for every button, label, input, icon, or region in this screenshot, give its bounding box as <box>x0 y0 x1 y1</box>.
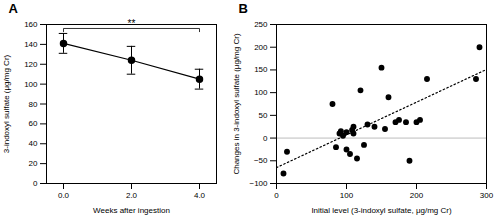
svg-text:0: 0 <box>33 179 38 188</box>
svg-text:200: 200 <box>254 43 268 52</box>
svg-text:200: 200 <box>410 191 424 200</box>
svg-text:3-indoxyl sulfate (μg/mg Cr): 3-indoxyl sulfate (μg/mg Cr) <box>2 54 11 153</box>
svg-text:50: 50 <box>259 111 268 120</box>
svg-text:250: 250 <box>254 20 268 29</box>
svg-text:4.0: 4.0 <box>194 191 206 200</box>
svg-text:160: 160 <box>24 20 38 29</box>
svg-text:−100: −100 <box>249 179 268 188</box>
svg-text:B: B <box>239 1 248 16</box>
svg-text:A: A <box>9 1 19 16</box>
svg-text:**: ** <box>128 18 136 29</box>
svg-text:100: 100 <box>340 191 354 200</box>
svg-text:20: 20 <box>29 159 38 168</box>
svg-text:300: 300 <box>480 191 494 200</box>
svg-text:150: 150 <box>254 65 268 74</box>
svg-text:40: 40 <box>29 139 38 148</box>
svg-text:80: 80 <box>29 100 38 109</box>
svg-text:Weeks after ingestion: Weeks after ingestion <box>93 206 170 215</box>
svg-text:0: 0 <box>274 191 279 200</box>
svg-text:120: 120 <box>24 60 38 69</box>
svg-text:−50: −50 <box>254 156 268 165</box>
svg-text:0: 0 <box>263 134 268 143</box>
svg-text:0.0: 0.0 <box>58 191 70 200</box>
svg-text:Changes in 3-indoxyl sulfate (: Changes in 3-indoxyl sulfate (μg/mg Cr) <box>232 33 241 174</box>
svg-text:2.0: 2.0 <box>126 191 138 200</box>
svg-text:Initial level (3-indoxyl sulfa: Initial level (3-indoxyl sulfate, μg/mg … <box>311 206 452 215</box>
svg-text:140: 140 <box>24 40 38 49</box>
svg-text:100: 100 <box>254 88 268 97</box>
svg-text:100: 100 <box>24 80 38 89</box>
svg-text:60: 60 <box>29 119 38 128</box>
